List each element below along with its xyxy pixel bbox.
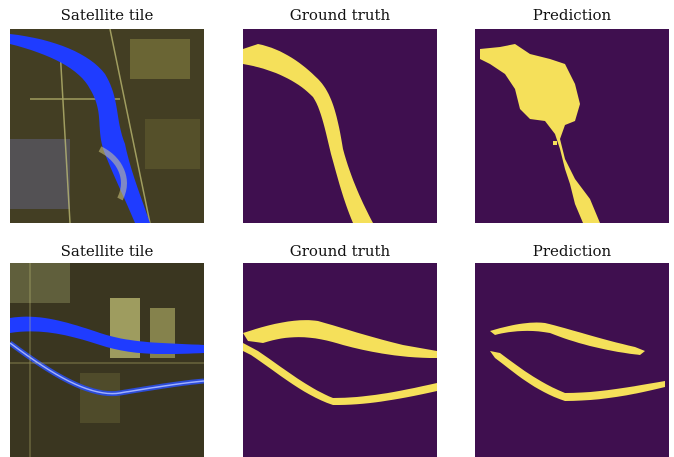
row1-prediction-svg (475, 29, 669, 223)
row2-ground-truth-title: Ground truth (289, 242, 391, 260)
row1-satellite-title: Satellite tile (60, 6, 154, 24)
row2-satellite-title: Satellite tile (60, 242, 154, 260)
row2-prediction-mask (475, 263, 669, 457)
row1-satellite-image (10, 29, 204, 223)
row1-ground-truth-svg (243, 29, 437, 223)
row1-ground-truth-mask (243, 29, 437, 223)
row2-satellite-svg (10, 263, 204, 457)
row1-satellite-svg (10, 29, 204, 223)
row2-prediction-title: Prediction (532, 242, 612, 260)
row1-prediction-title: Prediction (532, 6, 612, 24)
row1-ground-truth-title: Ground truth (289, 6, 391, 24)
row1-prediction-mask (475, 29, 669, 223)
row2-satellite-image (10, 263, 204, 457)
row2-ground-truth-mask (243, 263, 437, 457)
row2-ground-truth-svg (243, 263, 437, 457)
row2-prediction-svg (475, 263, 669, 457)
